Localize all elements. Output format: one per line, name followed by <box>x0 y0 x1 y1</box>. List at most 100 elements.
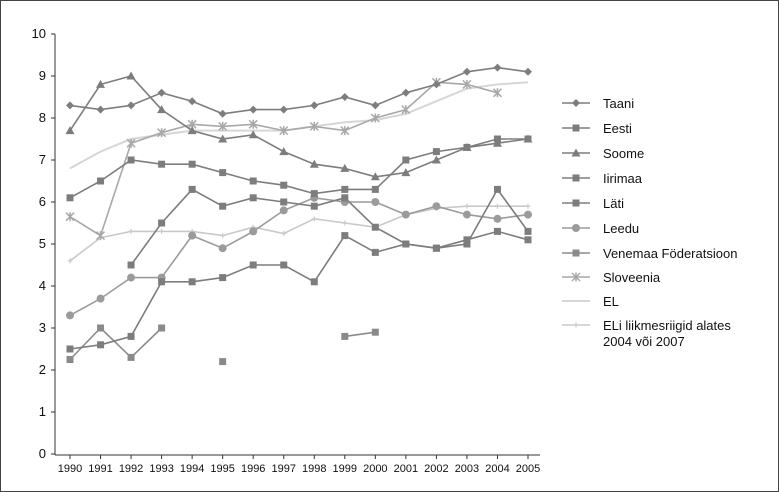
data-point <box>310 190 318 198</box>
data-point <box>126 71 136 80</box>
legend-label: Soome <box>603 146 644 161</box>
legend-label: ELi liikmesriigid alates 2004 või 2007 <box>603 318 731 349</box>
series-7 <box>66 324 379 366</box>
x-tick-label: 1999 <box>333 463 357 475</box>
legend-swatch-marker <box>573 322 579 328</box>
data-point <box>432 148 440 156</box>
x-tick-label: 1990 <box>58 463 82 475</box>
legend-label: Venemaa Föderatsioon <box>603 246 737 261</box>
data-point <box>493 185 501 193</box>
data-point <box>97 341 105 349</box>
data-point <box>188 185 196 193</box>
data-point <box>157 88 166 97</box>
data-point <box>431 155 441 164</box>
data-point <box>96 231 106 241</box>
data-point <box>310 278 318 286</box>
data-point <box>96 294 105 303</box>
data-point <box>340 163 350 172</box>
data-point <box>158 324 166 332</box>
data-point <box>128 228 134 234</box>
legend-swatch-marker <box>572 249 580 257</box>
series-1 <box>66 63 532 118</box>
data-point <box>159 228 165 234</box>
data-point <box>493 214 502 223</box>
legend-item: Sloveenia <box>562 270 661 285</box>
y-tick-label: 2 <box>39 362 46 377</box>
data-point <box>127 101 136 110</box>
x-tick-label: 1996 <box>241 463 265 475</box>
data-point <box>371 248 379 256</box>
data-point <box>492 138 502 147</box>
data-point <box>311 216 317 222</box>
series-8 <box>65 77 502 241</box>
series-line <box>69 187 529 350</box>
data-point <box>96 79 106 88</box>
data-point <box>371 101 380 110</box>
x-tick-label: 1992 <box>119 463 143 475</box>
legend-item: Iirimaa <box>562 171 643 186</box>
legend-label: Läti <box>603 196 624 211</box>
data-point <box>493 63 502 72</box>
legend-label: Taani <box>603 96 634 111</box>
data-point <box>248 130 258 139</box>
series-layer <box>65 63 533 366</box>
data-point <box>249 177 257 185</box>
data-point <box>279 147 289 156</box>
data-point <box>218 244 227 253</box>
y-tick-label: 1 <box>39 404 46 419</box>
data-point <box>524 236 532 244</box>
data-point <box>279 126 289 136</box>
data-point <box>401 88 410 97</box>
x-tick-label: 2001 <box>394 463 418 475</box>
data-point <box>280 181 288 189</box>
data-point <box>219 202 227 210</box>
data-point <box>127 261 135 269</box>
data-point <box>66 101 74 110</box>
data-point <box>462 210 471 219</box>
x-tick-label: 2002 <box>424 463 448 475</box>
data-point <box>127 273 136 282</box>
data-point <box>341 194 349 202</box>
data-point <box>279 105 288 114</box>
data-point <box>187 126 197 135</box>
data-point <box>370 113 380 123</box>
x-tick-label: 1998 <box>302 463 326 475</box>
legend-swatch-marker <box>571 148 581 157</box>
series-line <box>69 75 529 178</box>
legend-item: EL <box>562 294 619 309</box>
data-point <box>65 126 75 135</box>
series-line <box>69 138 528 199</box>
series-line <box>69 205 528 262</box>
data-point <box>249 261 257 269</box>
data-point <box>188 160 196 168</box>
data-point <box>97 177 105 185</box>
legend-swatch-marker <box>572 224 580 232</box>
legend-item: Läti <box>562 196 624 211</box>
data-point <box>218 134 228 143</box>
legend-label: Leedu <box>603 221 639 236</box>
legend-swatch-marker <box>572 99 580 107</box>
data-point <box>462 79 472 89</box>
data-point <box>66 311 74 320</box>
data-point <box>462 142 472 151</box>
series-3 <box>65 71 533 181</box>
series-line <box>344 331 376 338</box>
legend-swatch-marker <box>572 124 580 132</box>
data-point <box>401 105 411 115</box>
legend-item: Taani <box>562 96 634 111</box>
x-tick-label: 1995 <box>210 463 234 475</box>
data-point <box>432 244 440 252</box>
x-tick-label: 2005 <box>516 463 540 475</box>
data-point <box>462 67 471 76</box>
y-tick-label: 0 <box>39 446 46 461</box>
data-point <box>432 80 441 89</box>
data-point <box>280 261 288 269</box>
data-point <box>341 185 349 193</box>
x-tick-label: 2004 <box>485 463 509 475</box>
x-tick-label: 1997 <box>271 463 295 475</box>
series-line <box>130 188 529 266</box>
data-point <box>524 67 532 76</box>
